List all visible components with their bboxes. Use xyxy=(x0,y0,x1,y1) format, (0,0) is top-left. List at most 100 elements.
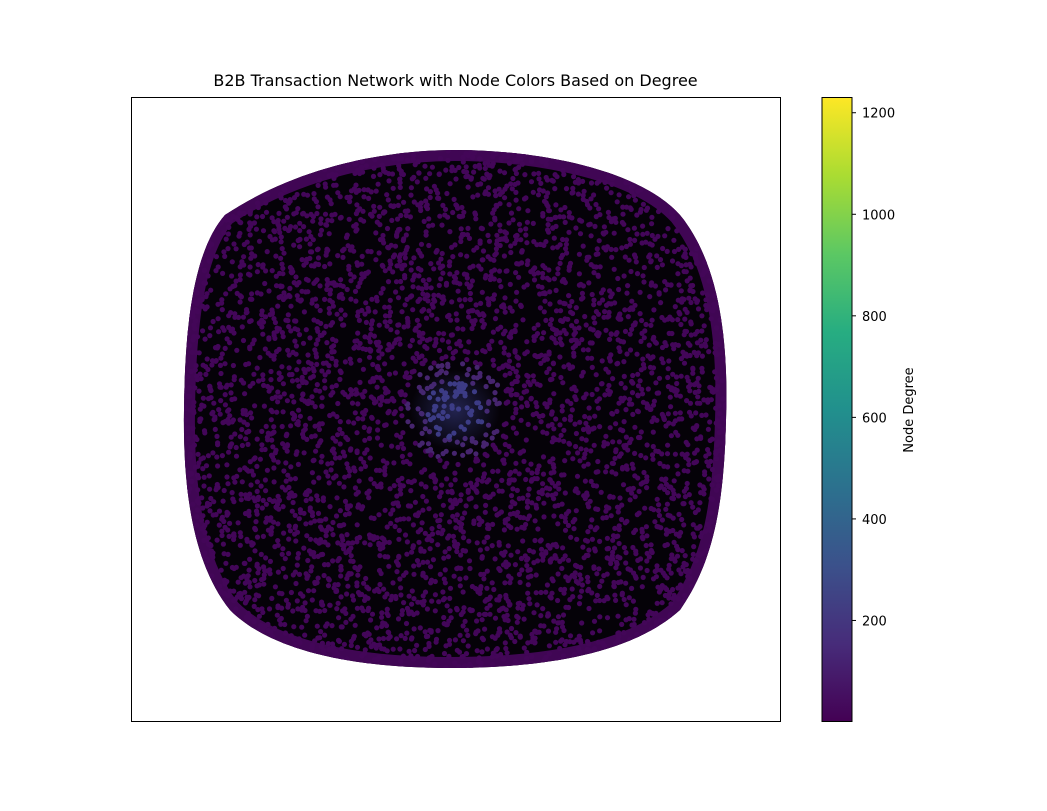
network-node xyxy=(313,341,319,347)
network-node xyxy=(371,481,377,487)
network-node xyxy=(389,354,395,360)
network-node xyxy=(570,345,576,351)
network-node xyxy=(481,176,487,182)
network-node xyxy=(513,322,519,328)
network-node xyxy=(697,523,703,530)
network-node xyxy=(309,434,315,440)
network-node xyxy=(321,562,328,568)
network-node xyxy=(331,280,337,286)
network-node xyxy=(638,429,644,435)
network-node xyxy=(595,405,602,411)
network-node xyxy=(490,378,496,384)
network-node xyxy=(631,616,637,622)
network-node xyxy=(213,511,219,518)
network-node xyxy=(699,353,706,359)
network-node xyxy=(630,411,636,417)
network-node xyxy=(280,504,286,510)
network-node xyxy=(225,231,231,237)
network-node xyxy=(311,317,317,323)
network-node xyxy=(539,335,545,341)
network-node xyxy=(209,411,215,417)
network-node xyxy=(549,335,555,341)
network-node xyxy=(549,590,555,596)
network-node xyxy=(309,470,315,476)
network-node xyxy=(230,417,236,423)
network-node xyxy=(469,484,475,490)
network-node xyxy=(634,408,641,414)
network-node xyxy=(546,351,552,357)
network-node xyxy=(439,337,445,343)
network-node xyxy=(289,378,296,384)
network-node xyxy=(697,500,703,506)
network-node xyxy=(536,187,543,193)
network-node xyxy=(496,268,503,274)
network-node xyxy=(550,361,557,367)
network-node xyxy=(521,389,527,395)
network-node xyxy=(606,505,612,511)
network-node xyxy=(239,442,245,449)
network-node xyxy=(286,495,292,501)
network-node xyxy=(627,331,633,337)
network-node xyxy=(620,428,626,434)
network-node xyxy=(220,420,226,426)
network-node xyxy=(496,511,502,517)
network-node xyxy=(613,247,619,253)
network-node xyxy=(433,636,440,642)
network-node xyxy=(266,335,272,341)
network-node xyxy=(284,214,290,220)
network-node xyxy=(473,488,479,494)
network-node xyxy=(640,356,646,362)
network-node xyxy=(567,263,573,269)
network-node xyxy=(399,441,405,447)
network-node xyxy=(657,485,663,491)
network-node xyxy=(539,491,545,497)
network-node xyxy=(444,190,450,197)
network-node xyxy=(289,371,295,378)
network-node xyxy=(313,387,319,393)
network-node xyxy=(454,280,460,286)
network-node xyxy=(318,629,324,635)
network-node xyxy=(268,407,274,413)
network-node xyxy=(687,388,693,394)
network-node xyxy=(578,564,584,571)
network-node xyxy=(279,364,285,370)
network-node xyxy=(589,364,595,370)
network-node xyxy=(437,265,443,271)
network-node xyxy=(367,426,373,432)
network-node xyxy=(596,206,602,212)
network-node xyxy=(578,281,584,287)
network-node xyxy=(550,578,556,584)
network-node xyxy=(376,348,382,354)
network-node xyxy=(526,596,532,602)
network-node xyxy=(477,547,483,553)
network-node xyxy=(463,503,469,509)
network-node xyxy=(673,374,680,380)
network-node xyxy=(335,400,341,407)
network-node xyxy=(588,524,594,530)
network-node xyxy=(337,419,343,425)
network-node xyxy=(365,607,371,614)
network-node xyxy=(350,635,357,642)
network-node xyxy=(581,463,587,469)
network-node xyxy=(444,603,450,609)
network-node xyxy=(379,394,385,400)
network-node xyxy=(458,238,464,245)
network-node xyxy=(562,204,568,211)
network-node xyxy=(550,225,556,231)
network-node xyxy=(662,542,668,549)
network-node xyxy=(535,270,541,276)
network-node xyxy=(566,267,572,273)
network-node xyxy=(290,608,296,614)
network-node xyxy=(377,222,383,228)
network-node xyxy=(382,554,388,560)
network-node xyxy=(384,606,390,612)
network-node xyxy=(474,648,480,654)
network-node xyxy=(360,416,366,422)
network-node xyxy=(299,624,305,630)
network-node xyxy=(460,623,466,629)
network-node xyxy=(561,438,567,444)
network-node xyxy=(347,503,353,509)
network-node xyxy=(490,491,496,497)
network-node xyxy=(237,434,243,440)
network-node xyxy=(524,504,531,510)
